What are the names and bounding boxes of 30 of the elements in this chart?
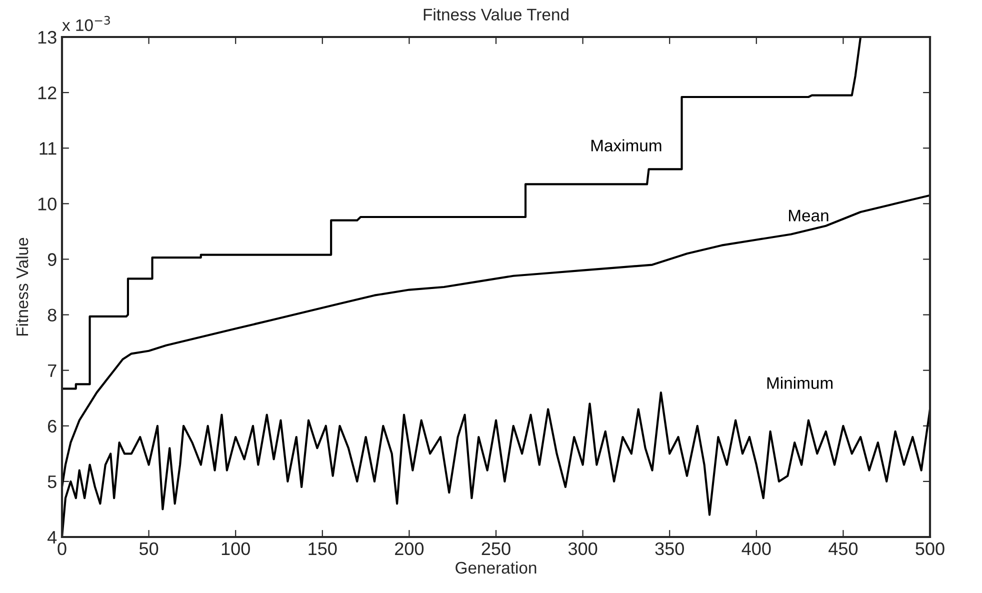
y-tick-label: 8 [48,308,56,322]
x-tick-label: 200 [395,542,424,556]
chart-title: Fitness Value Trend [424,8,568,20]
y-tick-label: 11 [40,142,56,155]
series-label: Mean [789,210,828,222]
y-axis-title: Fitness Value [16,238,28,336]
y-tick-label: 12 [38,86,56,100]
text: x 10$^{−3}$ [62,16,110,32]
x-tick-label: 150 [308,542,337,556]
line-series [62,37,862,390]
x-tick-label: 500 [916,542,944,556]
series-label: Maximum [591,139,662,152]
line-series [62,194,930,488]
x-tick-label: 350 [655,542,684,556]
y-tick-label: 6 [48,420,56,433]
x-tick-label: 400 [742,542,771,556]
y-tick-label: 13 [38,30,56,44]
x-tick-label: 300 [568,542,598,556]
x-axis-title: Generation [456,561,536,574]
x-tick-label: 100 [222,542,250,556]
x-tick-label: 450 [828,542,858,556]
y-tick-label: 10 [38,198,56,210]
y-tick-label: 5 [48,476,56,488]
y-tick-label: 4 [48,531,57,544]
x-tick-label: 250 [482,542,510,556]
x-tick-label: 50 [139,542,158,556]
x-tick-label: 0 [58,542,66,556]
y-tick-label: 7 [48,364,56,377]
y-tick-label: 9 [48,253,56,266]
text: Minimum [767,376,832,389]
